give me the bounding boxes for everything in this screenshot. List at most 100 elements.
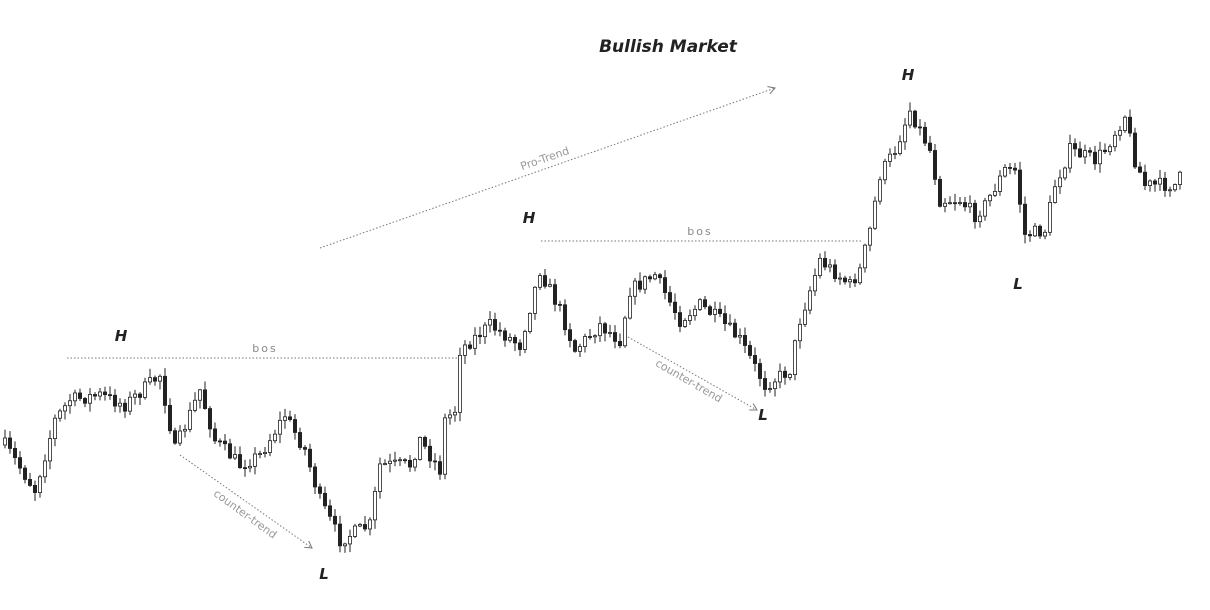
candle-body	[923, 126, 928, 144]
candle-body	[48, 438, 53, 462]
candle-body	[93, 394, 98, 397]
candle-body	[78, 392, 83, 399]
candle-body	[1133, 132, 1138, 168]
candle-body	[763, 378, 768, 390]
candle-body	[432, 460, 437, 463]
candle-body	[993, 191, 998, 196]
candle-body	[362, 524, 367, 530]
candle-body	[172, 430, 177, 444]
candle-body	[137, 393, 142, 398]
candle-body	[472, 334, 477, 349]
candle-body	[492, 319, 497, 331]
candle-body	[513, 337, 518, 344]
candle-body	[282, 416, 287, 421]
candle-body	[728, 322, 733, 325]
candle-body	[487, 319, 492, 326]
candle-body	[73, 392, 78, 402]
counter-trend-arrow	[179, 454, 312, 548]
candle-body	[1113, 134, 1118, 148]
candle-body	[758, 363, 763, 379]
candle-body	[477, 334, 482, 338]
counter-trend-arrow	[627, 336, 757, 410]
candle-body	[608, 332, 613, 334]
candle-body	[863, 244, 868, 269]
candle-body	[442, 417, 447, 475]
candle-body	[157, 375, 162, 382]
low-label: L	[758, 406, 768, 424]
candle-body	[868, 227, 873, 246]
candle-body	[452, 411, 457, 416]
candle-body	[7, 437, 12, 449]
candle-body	[387, 460, 392, 464]
candle-body	[768, 388, 773, 390]
candle-body	[548, 284, 553, 287]
candle-body	[22, 467, 27, 480]
candle-body	[322, 492, 327, 507]
candle-body	[683, 320, 688, 327]
low-label: L	[1013, 275, 1023, 293]
candle-body	[688, 315, 693, 321]
candle-body	[3, 437, 8, 446]
candle-body	[753, 355, 758, 364]
candle-body	[988, 194, 993, 202]
candle-body	[397, 459, 402, 462]
candle-body	[638, 280, 643, 290]
candle-body	[888, 153, 893, 162]
candle-body	[663, 277, 668, 293]
candle-body	[402, 459, 407, 462]
counter-trend-label: counter-trend	[653, 357, 724, 406]
high-label: H	[902, 66, 915, 84]
candle-body	[718, 308, 723, 315]
candle-body	[1003, 167, 1008, 177]
bos-label: bos	[252, 342, 277, 355]
candle-body	[978, 215, 983, 223]
candle-body	[563, 304, 568, 331]
candle-body	[83, 398, 88, 404]
candle-body	[1083, 150, 1088, 158]
candle-body	[197, 389, 202, 401]
candle-body	[808, 290, 813, 311]
candle-body	[27, 479, 32, 486]
candle-body	[618, 340, 623, 347]
candle-body	[778, 370, 783, 383]
candle-body	[1173, 184, 1178, 191]
candle-body	[1098, 149, 1103, 165]
candle-body	[447, 414, 452, 419]
candle-body	[518, 342, 523, 350]
candle-body	[838, 277, 843, 280]
candle-body	[147, 377, 152, 383]
candle-body	[202, 389, 207, 409]
candle-body	[1028, 234, 1033, 237]
candle-body	[347, 536, 352, 545]
candle-body	[903, 124, 908, 143]
candle-body	[212, 428, 217, 442]
candle-body	[88, 394, 93, 404]
candle-body	[623, 317, 628, 347]
high-label: H	[523, 209, 536, 227]
candle-body	[382, 463, 387, 465]
candle-body	[1048, 202, 1053, 233]
candle-body	[297, 432, 302, 448]
candle-body	[467, 344, 472, 349]
candle-body	[738, 335, 743, 338]
candle-body	[673, 301, 678, 313]
candle-body	[1148, 180, 1153, 186]
candle-body	[533, 286, 538, 314]
candle-body	[818, 257, 823, 276]
candle-body	[1118, 130, 1123, 136]
candle-body	[648, 276, 653, 280]
candle-body	[237, 454, 242, 469]
candle-body	[1128, 116, 1133, 134]
candle-body	[292, 419, 297, 433]
candle-body	[352, 525, 357, 537]
candle-body	[538, 275, 543, 288]
candle-body	[943, 202, 948, 207]
candle-body	[953, 202, 958, 205]
candle-body	[1153, 180, 1158, 185]
candle-body	[357, 524, 362, 527]
candle-body	[813, 275, 818, 292]
candle-body	[598, 323, 603, 337]
title: Bullish Market	[599, 37, 738, 57]
candle-body	[113, 394, 118, 407]
